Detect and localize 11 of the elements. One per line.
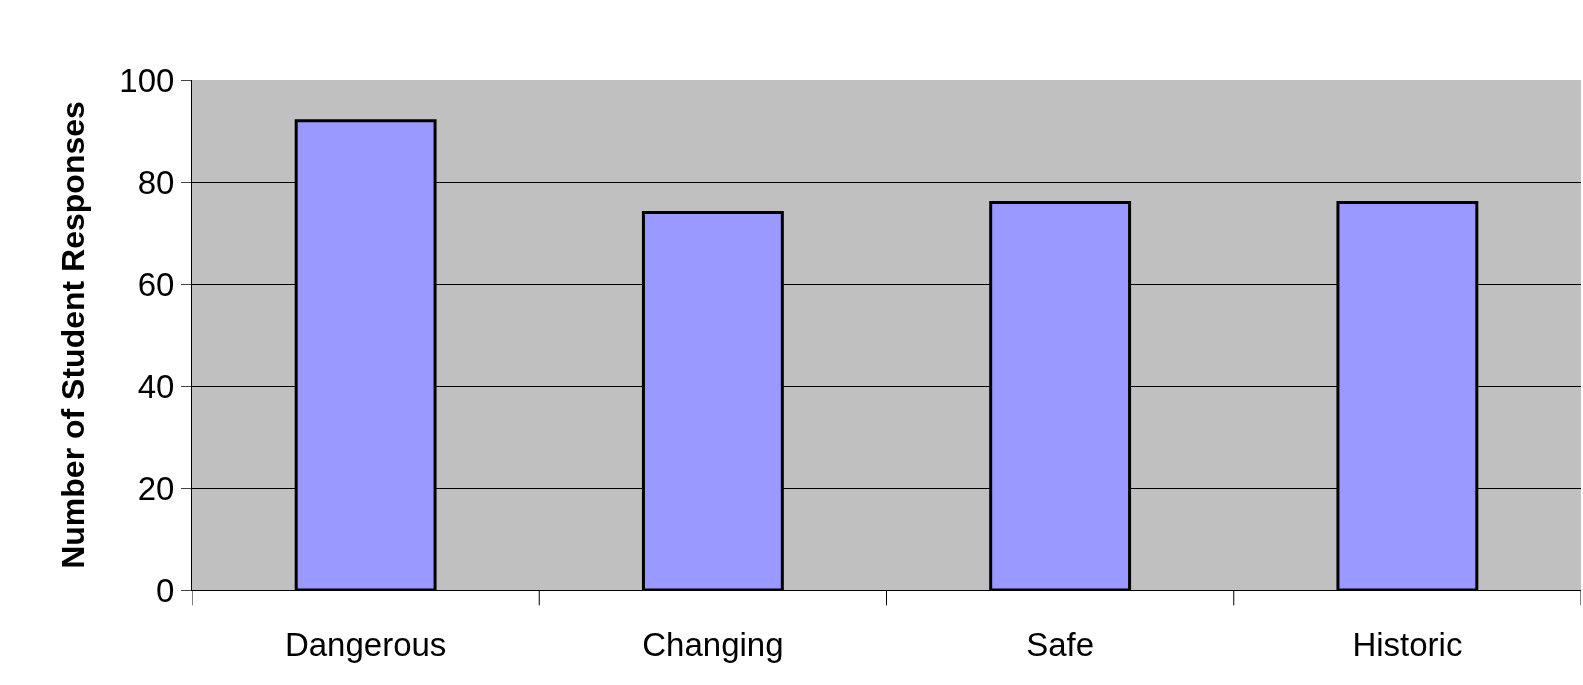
y-tick-label: 0 bbox=[156, 571, 175, 609]
y-tick-label: 20 bbox=[137, 469, 175, 507]
x-tick-label: Changing bbox=[642, 625, 784, 663]
y-axis-title: Number of Student Responses bbox=[54, 101, 91, 569]
x-tick-label: Historic bbox=[1352, 625, 1463, 663]
x-tick-label: Dangerous bbox=[284, 625, 447, 663]
y-tick-label: 60 bbox=[137, 265, 175, 303]
y-tick-label: 80 bbox=[137, 163, 175, 201]
y-tick-label: 40 bbox=[137, 367, 175, 405]
y-tick-label: 100 bbox=[119, 61, 175, 99]
x-tick-label: Safe bbox=[1026, 625, 1095, 663]
